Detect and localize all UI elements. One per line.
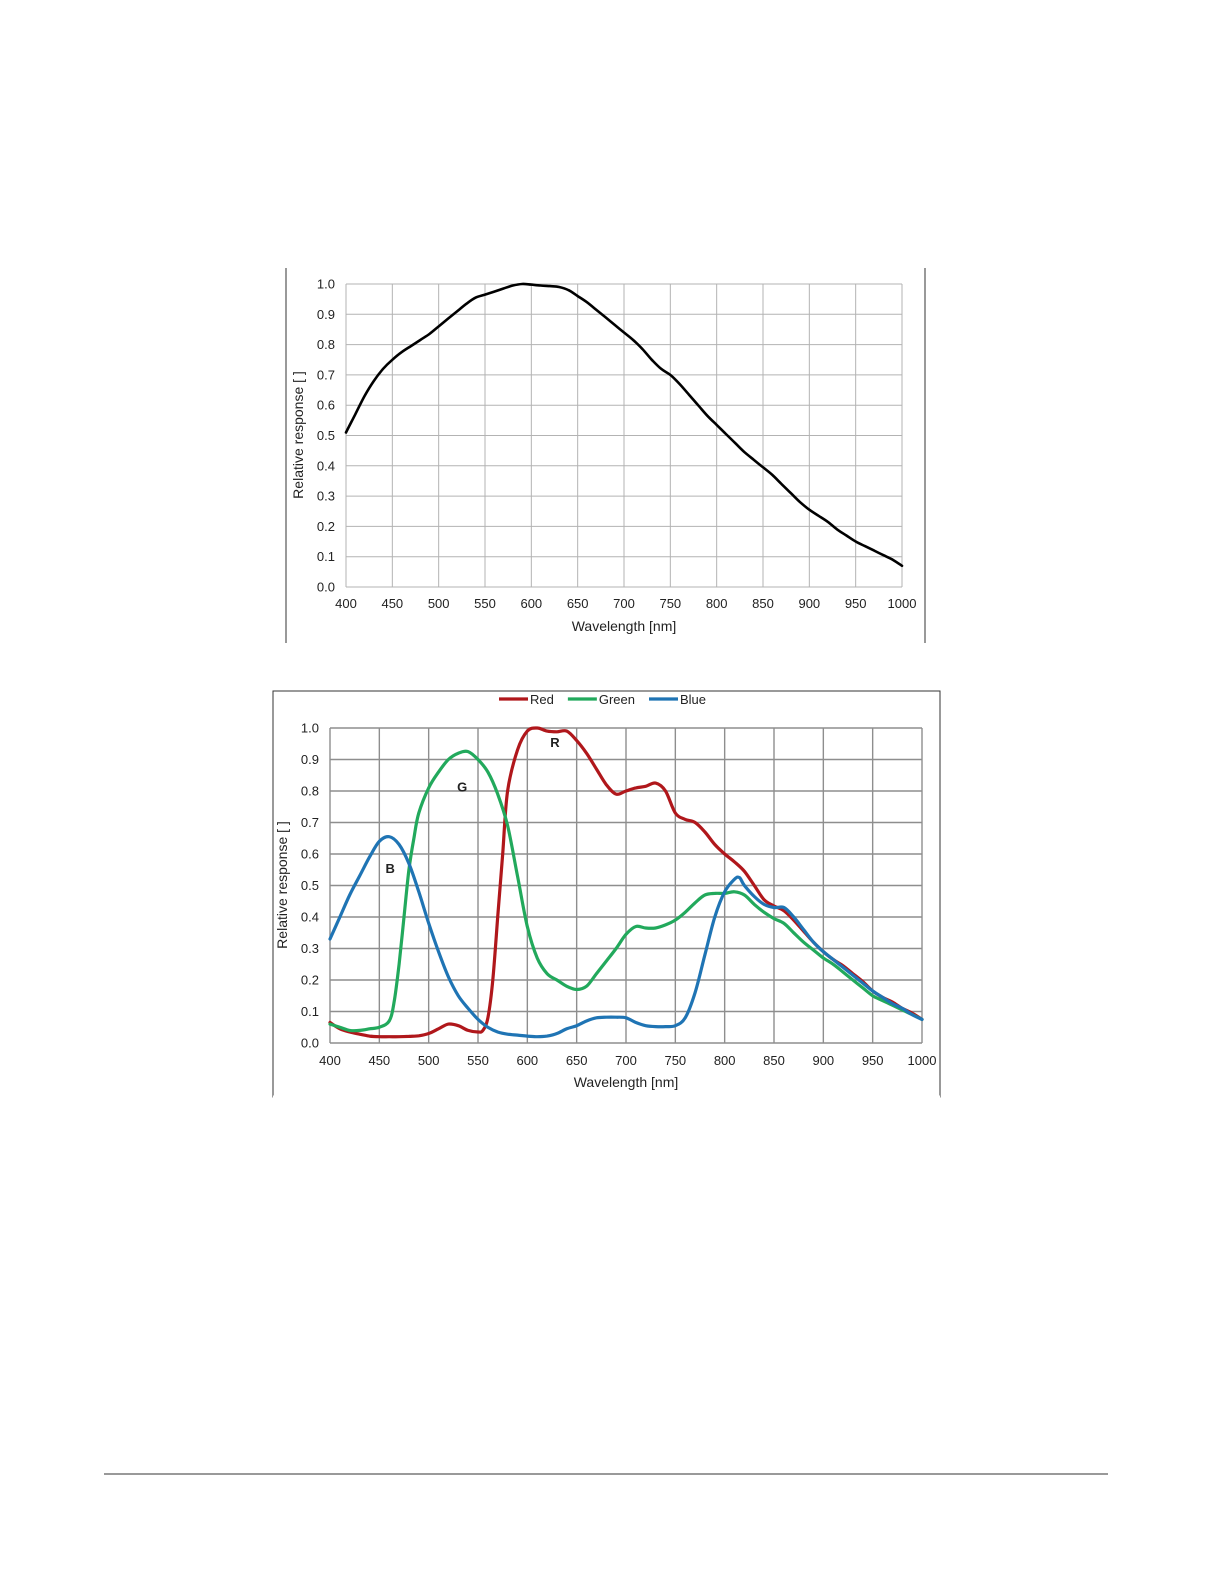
chart2-x-axis-label: Wavelength [nm] (574, 1074, 679, 1090)
chart1-x-tick-label: 400 (335, 596, 357, 611)
chart2-series-blue-line (328, 834, 924, 1039)
chart2-legend: Red Green Blue (499, 692, 706, 707)
chart2-x-tick-label: 500 (418, 1053, 440, 1068)
chart2-x-tick-label: 400 (319, 1053, 341, 1068)
chart1-x-tick-label: 500 (428, 596, 450, 611)
chart1-y-tick-label: 0.0 (317, 580, 335, 595)
chart1-x-tick-label: 800 (706, 596, 728, 611)
chart1-y-tick-label: 0.8 (317, 337, 335, 352)
chart2-annotation-b: B (385, 861, 394, 876)
legend-label-blue: Blue (680, 692, 706, 707)
chart1-y-tick-label: 0.4 (317, 458, 335, 473)
chart1-x-tick-label: 850 (752, 596, 774, 611)
chart1-x-tick-label: 750 (659, 596, 681, 611)
chart2-x-tick-label: 800 (714, 1053, 736, 1068)
chart2-x-tick-label: 450 (368, 1053, 390, 1068)
chart1-y-tick-label: 0.2 (317, 519, 335, 534)
chart1-x-tick-label: 650 (567, 596, 589, 611)
chart2-x-tick-label: 650 (566, 1053, 588, 1068)
chart2-y-tick-label: 0.2 (301, 973, 319, 988)
chart2-annotation-g: G (457, 779, 467, 794)
chart-mono-response: 0.0 0.1 0.2 0.3 0.4 0.5 0.6 0.7 0.8 0.9 1.0 400 450… (285, 268, 926, 643)
chart1-x-tick-label: 900 (798, 596, 820, 611)
chart1-series-response-line (344, 282, 904, 568)
chart1-x-tick-label: 450 (381, 596, 403, 611)
chart2-y-tick-label: 0.8 (301, 784, 319, 799)
chart2-y-tick-label: 0.4 (301, 910, 319, 925)
chart2-y-tick-label: 0.0 (301, 1036, 319, 1051)
chart2-x-tick-label: 850 (763, 1053, 785, 1068)
chart1-y-tick-label: 1.0 (317, 277, 335, 292)
chart-rgb-response: 0.0 0.1 0.2 0.3 0.4 0.5 0.6 0.7 0.8 0.9 1.0 400 450… (272, 690, 941, 1099)
chart2-y-tick-label: 0.1 (301, 1004, 319, 1019)
chart1-x-tick-label: 600 (520, 596, 542, 611)
chart2-x-tick-label: 900 (812, 1053, 834, 1068)
chart1-y-tick-label: 0.5 (317, 428, 335, 443)
chart1-y-tick-label: 0.7 (317, 367, 335, 382)
chart1-x-tick-label: 550 (474, 596, 496, 611)
chart2-y-tick-label: 1.0 (301, 721, 319, 736)
chart2-y-tick-label: 0.7 (301, 815, 319, 830)
chart1-y-tick-label: 0.6 (317, 398, 335, 413)
chart1-x-axis-label: Wavelength [nm] (572, 618, 677, 634)
chart1-x-tick-label: 950 (845, 596, 867, 611)
chart1-y-axis-label: Relative response [ ] (290, 371, 306, 499)
chart1-y-tick-label: 0.1 (317, 549, 335, 564)
chart2-y-tick-label: 0.9 (301, 752, 319, 767)
chart1-y-tick-label: 0.9 (317, 307, 335, 322)
chart2-x-tick-label: 1000 (908, 1053, 937, 1068)
chart2-x-tick-label: 550 (467, 1053, 489, 1068)
chart2-y-tick-label: 0.3 (301, 941, 319, 956)
chart2-annotation-r: R (550, 735, 560, 750)
chart2-series-green-line (328, 749, 924, 1033)
chart1-x-tick-label: 1000 (888, 596, 917, 611)
chart2-y-axis-label: Relative response [ ] (274, 821, 290, 949)
chart2-x-tick-label: 600 (516, 1053, 538, 1068)
chart2-x-tick-label: 950 (862, 1053, 884, 1068)
chart2-y-tick-label: 0.5 (301, 878, 319, 893)
chart2-x-tick-label: 700 (615, 1053, 637, 1068)
chart1-x-tick-label: 700 (613, 596, 635, 611)
chart2-y-tick-label: 0.6 (301, 847, 319, 862)
legend-label-green: Green (599, 692, 635, 707)
chart2-x-tick-label: 750 (664, 1053, 686, 1068)
chart1-y-tick-label: 0.3 (317, 489, 335, 504)
legend-label-red: Red (530, 692, 554, 707)
